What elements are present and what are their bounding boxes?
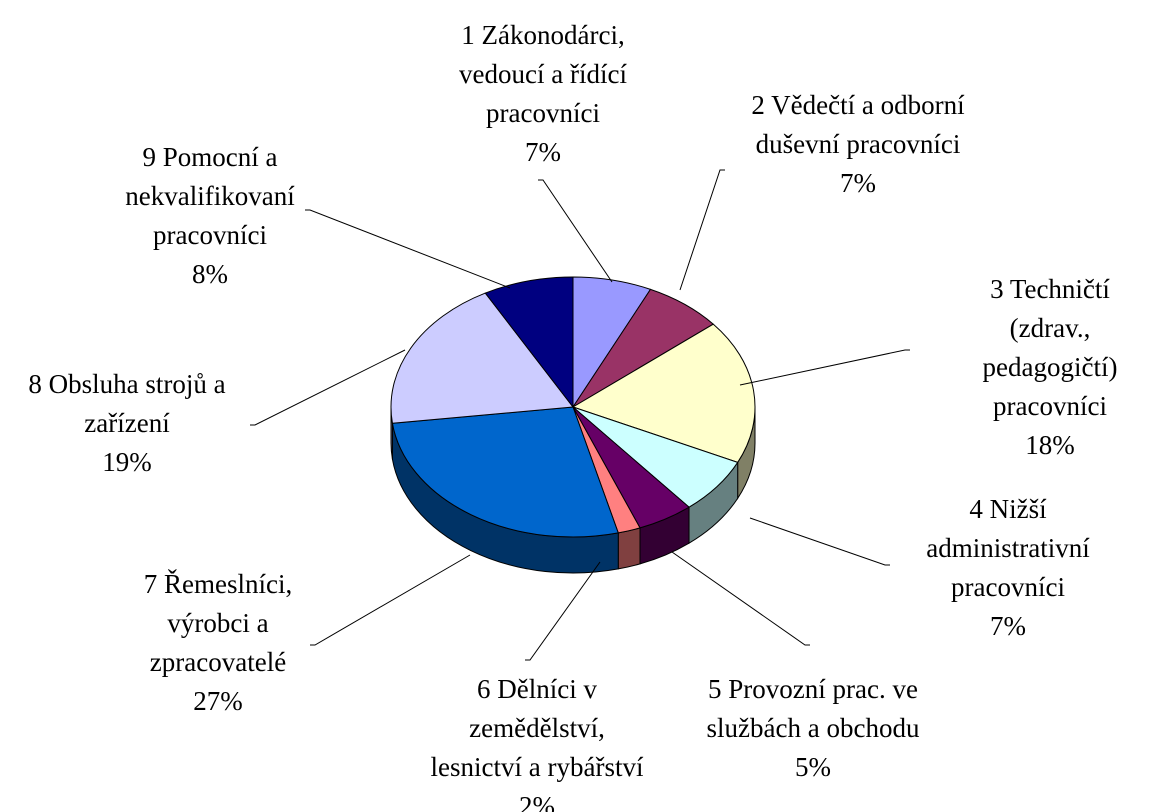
leader-line [250, 349, 406, 426]
category-label: 1 Zákonodárci, vedoucí a řídící pracovní… [459, 20, 627, 128]
value-label: 27% [193, 686, 243, 716]
slice-label: 5 Provozní prac. ve službách a obchodu 5% [707, 670, 920, 787]
value-label: 8% [191, 259, 228, 289]
leader-line [679, 169, 725, 291]
slice-side [617, 527, 641, 570]
category-label: 2 Vědečtí a odborní duševní pracovníci [751, 90, 965, 159]
category-label: 8 Obsluha strojů a zařízení [28, 369, 226, 438]
leader-line [310, 554, 471, 646]
slice-label: 2 Vědečtí a odborní duševní pracovníci 7% [751, 86, 964, 203]
category-label: 5 Provozní prac. ve službách a obchodu [706, 674, 920, 743]
leader-line [525, 561, 601, 661]
slice-label: 8 Obsluha strojů a zařízení 19% [28, 365, 225, 482]
slice [390, 292, 574, 424]
category-label: 4 Nižší administrativní pracovníci [926, 494, 1090, 602]
value-label: 7% [525, 137, 561, 167]
slice-label: 6 Dělníci v zemědělství, lesnictví a ryb… [431, 670, 644, 812]
value-label: 7% [839, 168, 876, 198]
value-label: 7% [989, 611, 1026, 641]
category-label: 7 Řemeslníci, výrobci a zpracovatelé [143, 569, 293, 677]
category-label: 9 Pomocní a nekvalifikovaní pracovníci [125, 142, 295, 250]
slice [571, 323, 756, 463]
slice-label: 9 Pomocní a nekvalifikovaní pracovníci 8% [125, 138, 294, 294]
leader-line [749, 517, 890, 566]
slice-label: 1 Zákonodárci, vedoucí a řídící pracovní… [459, 16, 627, 172]
leader-line [538, 179, 613, 283]
value-label: 18% [1025, 430, 1075, 460]
slice [391, 406, 619, 538]
category-label: 3 Techničtí (zdrav., pedagogičtí) pracov… [982, 274, 1118, 421]
slice-label: 7 Řemeslníci, výrobci a zpracovatelé 27% [144, 565, 292, 721]
leader-line [305, 209, 511, 289]
category-label: 6 Dělníci v zemědělství, lesnictví a ryb… [430, 674, 644, 782]
value-label: 19% [102, 447, 152, 477]
leader-line [739, 349, 910, 386]
slice-label: 4 Nižší administrativní pracovníci 7% [926, 490, 1089, 646]
value-label: 5% [795, 752, 831, 782]
slice [484, 276, 574, 409]
value-label: 2% [518, 791, 555, 812]
slice-label: 3 Techničtí (zdrav., pedagogičtí) pracov… [983, 270, 1118, 465]
leader-line [671, 551, 810, 646]
